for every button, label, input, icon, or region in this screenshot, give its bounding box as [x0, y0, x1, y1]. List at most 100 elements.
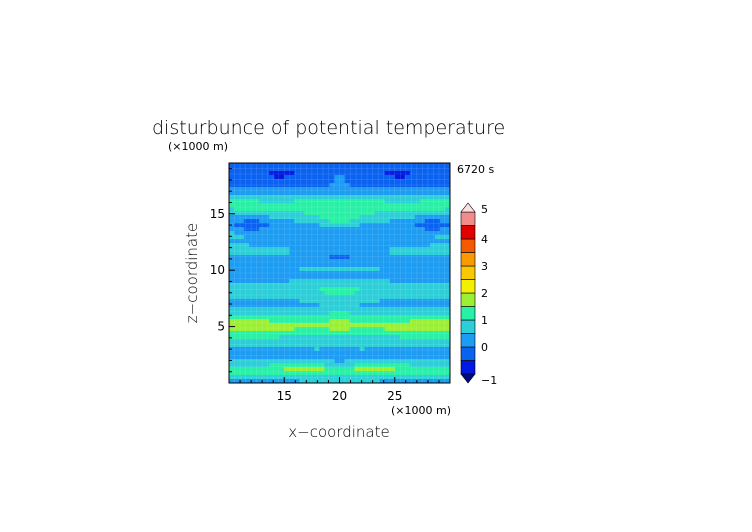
heatmap-cell	[234, 263, 240, 268]
heatmap-cell	[394, 335, 401, 340]
heatmap-cell	[304, 303, 310, 308]
heatmap-cell	[294, 247, 300, 252]
heatmap-cell	[229, 239, 235, 244]
heatmap-cell	[284, 271, 290, 276]
heatmap-cell	[444, 251, 450, 256]
heatmap-cell	[304, 371, 310, 376]
heatmap-cell	[264, 231, 270, 236]
heatmap-cell	[239, 351, 245, 356]
heatmap-cell	[379, 263, 386, 268]
heatmap-cell	[329, 239, 335, 244]
heatmap-cell	[334, 327, 340, 332]
heatmap-cell	[444, 327, 450, 332]
heatmap-cell	[339, 375, 346, 380]
heatmap-cell	[309, 235, 315, 240]
heatmap-cell	[419, 243, 426, 248]
heatmap-cell	[389, 267, 396, 272]
heatmap-cell	[304, 263, 310, 268]
heatmap-cell	[329, 203, 335, 208]
heatmap-cell	[309, 271, 315, 276]
colorbar-tick-label: 2	[481, 287, 488, 300]
heatmap-cell	[364, 331, 371, 336]
heatmap-cell	[234, 295, 240, 300]
heatmap-cell	[414, 315, 421, 320]
heatmap-cell	[304, 307, 310, 312]
heatmap-cell	[289, 335, 295, 340]
heatmap-cell	[289, 351, 295, 356]
heatmap-cell	[254, 343, 260, 348]
heatmap-cell	[244, 167, 250, 172]
heatmap-cell	[229, 255, 235, 260]
heatmap-cell	[274, 371, 280, 376]
heatmap-cell	[269, 311, 275, 316]
heatmap-cell	[434, 255, 441, 260]
heatmap-cell	[409, 315, 416, 320]
heatmap-cell	[334, 203, 340, 208]
heatmap-cell	[339, 163, 346, 168]
heatmap-cell	[244, 251, 250, 256]
heatmap-cell	[444, 183, 450, 188]
heatmap-cell	[359, 371, 366, 376]
heatmap-cell	[329, 175, 335, 180]
heatmap-cell	[419, 171, 426, 176]
heatmap-cell	[229, 271, 235, 276]
heatmap-cell	[429, 183, 436, 188]
heatmap-cell	[349, 235, 356, 240]
heatmap-cell	[389, 179, 396, 184]
heatmap-cell	[444, 307, 450, 312]
heatmap-cell	[299, 215, 305, 220]
y-axis-label: z−coordinate	[183, 223, 201, 323]
heatmap-cell	[389, 175, 396, 180]
heatmap-cell	[269, 167, 275, 172]
heatmap-cell	[434, 171, 441, 176]
heatmap-cell	[389, 251, 396, 256]
heatmap-cell	[419, 323, 426, 328]
heatmap-cell	[429, 291, 436, 296]
heatmap-cell	[434, 311, 441, 316]
heatmap-cell	[334, 239, 340, 244]
heatmap-cell	[304, 219, 310, 224]
heatmap-cell	[299, 183, 305, 188]
heatmap-cell	[299, 355, 305, 360]
heatmap-cell	[284, 275, 290, 280]
heatmap-cell	[439, 303, 446, 308]
heatmap-cell	[329, 259, 335, 264]
heatmap-cell	[229, 283, 235, 288]
heatmap-cell	[344, 279, 351, 284]
heatmap-cell	[304, 311, 310, 316]
heatmap-cell	[354, 195, 361, 200]
heatmap-cell	[259, 355, 265, 360]
heatmap-cell	[279, 179, 285, 184]
heatmap-cell	[364, 367, 371, 372]
heatmap-cell	[264, 271, 270, 276]
heatmap-cell	[344, 299, 351, 304]
heatmap-cell	[304, 367, 310, 372]
heatmap-cell	[384, 319, 391, 324]
heatmap-cell	[369, 327, 376, 332]
heatmap-cell	[354, 199, 361, 204]
heatmap-cell	[409, 319, 416, 324]
heatmap-cell	[294, 227, 300, 232]
heatmap-cell	[294, 331, 300, 336]
heatmap-cell	[234, 251, 240, 256]
heatmap-cell	[399, 179, 406, 184]
heatmap-cell	[364, 219, 371, 224]
heatmap-cell	[349, 359, 356, 364]
heatmap-cell	[259, 219, 265, 224]
heatmap-cell	[419, 339, 426, 344]
heatmap-cell	[349, 179, 356, 184]
heatmap-cell	[434, 187, 441, 192]
heatmap-cell	[344, 203, 351, 208]
heatmap-cell	[299, 371, 305, 376]
heatmap-cell	[324, 295, 330, 300]
heatmap-cell	[264, 335, 270, 340]
heatmap-cell	[399, 191, 406, 196]
heatmap-cell	[409, 219, 416, 224]
heatmap-cell	[334, 175, 340, 180]
heatmap-cell	[429, 203, 436, 208]
heatmap-cell	[354, 267, 361, 272]
heatmap-cell	[334, 287, 340, 292]
heatmap-cell	[319, 195, 325, 200]
heatmap-cell	[394, 295, 401, 300]
heatmap-cell	[259, 315, 265, 320]
